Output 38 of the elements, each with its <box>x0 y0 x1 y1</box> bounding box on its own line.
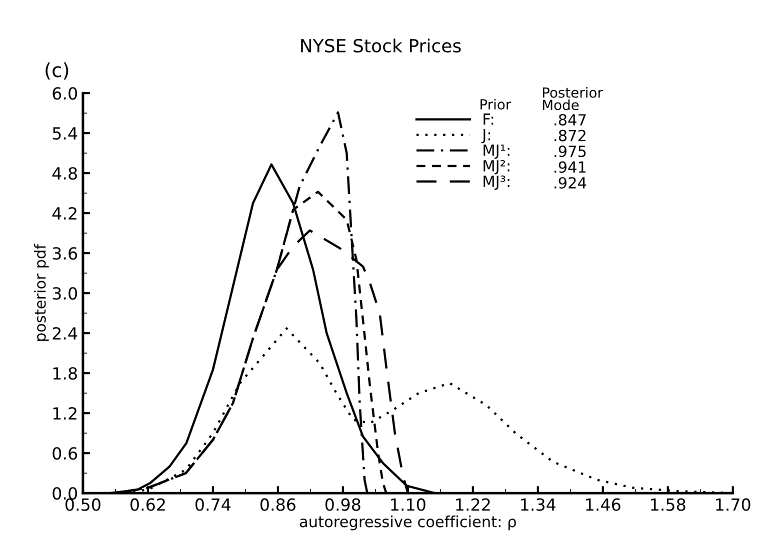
x-tick-label: 0.50 <box>65 498 100 511</box>
x-tick-label: 0.86 <box>260 498 296 511</box>
x-tick-label: 0.74 <box>195 498 231 511</box>
y-tick-label: 3.0 <box>52 287 77 300</box>
y-tick-label: 0.0 <box>52 487 77 500</box>
y-tick-label: 4.8 <box>52 167 77 180</box>
y-tick-label: 3.6 <box>52 247 78 260</box>
annotation: .847 <box>554 114 586 126</box>
legend-label: MJ²: <box>484 160 510 174</box>
y-axis-title: posterior pdf <box>34 244 49 341</box>
legend-label: J: <box>481 129 490 144</box>
chart-title: NYSE Stock Prices <box>301 38 461 53</box>
y-tick-label: 0.6 <box>52 447 78 460</box>
x-tick-label: 1.70 <box>716 498 750 511</box>
x-axis-title: autoregressive coefficient: ρ <box>300 516 516 530</box>
x-tick-label: 0.98 <box>325 498 360 511</box>
x-tick-label: 1.22 <box>456 498 490 511</box>
annotation: Posterior Mode <box>542 87 603 110</box>
y-tick-label: 5.4 <box>52 127 78 140</box>
x-tick-label: 0.62 <box>130 498 165 511</box>
x-tick-label: 1.10 <box>391 498 426 511</box>
legend-label: F: <box>484 114 494 125</box>
legend-title: Prior <box>480 98 512 110</box>
legend-label: MJ¹: <box>484 144 510 159</box>
annotation: .872 <box>554 130 586 142</box>
x-tick-label: 1.58 <box>651 498 686 511</box>
x-tick-label: 1.46 <box>586 498 620 511</box>
annotation: .924 <box>554 177 586 189</box>
y-tick-label: 2.4 <box>52 327 78 340</box>
text: (c) <box>46 62 68 80</box>
x-tick-label: 1.34 <box>521 498 556 511</box>
legend-label: MJ³: <box>484 176 510 190</box>
annotation: .941 <box>554 161 586 173</box>
y-tick-label: 6.0 <box>52 87 77 100</box>
y-tick-label: 4.2 <box>52 207 76 220</box>
y-tick-label: 1.8 <box>53 367 77 380</box>
y-tick-label: 1.2 <box>53 407 76 420</box>
annotation: .975 <box>554 146 586 158</box>
